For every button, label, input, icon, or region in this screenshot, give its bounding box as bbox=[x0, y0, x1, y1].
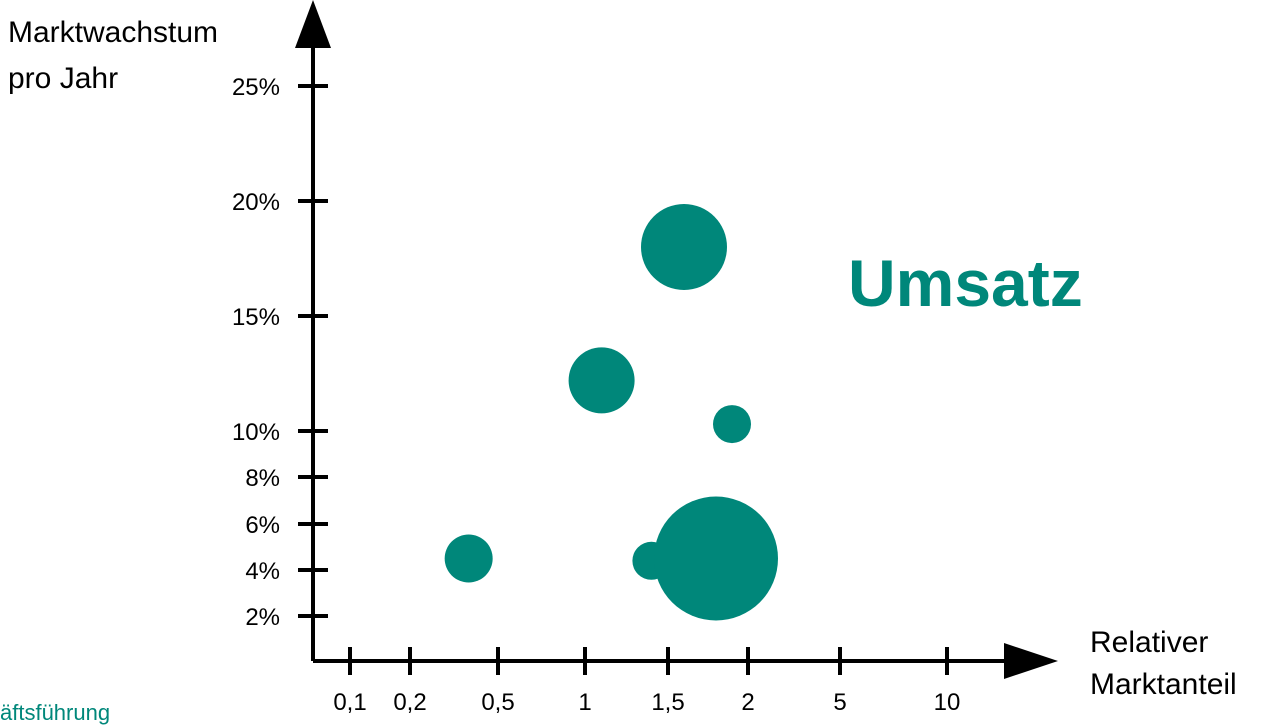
bubble-series bbox=[444, 204, 778, 621]
bubble-point bbox=[641, 204, 727, 290]
x-tick-label: 10 bbox=[934, 689, 961, 715]
bubble-point bbox=[654, 496, 778, 621]
y-axis-label: Marktwachstum pro Jahr bbox=[8, 10, 218, 102]
y-tick-label: 15% bbox=[232, 304, 280, 331]
y-tick-label: 20% bbox=[232, 189, 280, 216]
x-axis-label: Relativer Marktanteil bbox=[1090, 622, 1237, 706]
x-axis-label-line-2: Marktanteil bbox=[1090, 668, 1237, 701]
y-tick-label: 2% bbox=[245, 604, 280, 631]
x-tick-label: 2 bbox=[741, 689, 754, 715]
x-tick-label: 0,1 bbox=[333, 689, 366, 715]
x-axis-label-line-1: Relativer bbox=[1090, 626, 1209, 659]
x-tick-label: 1,5 bbox=[651, 689, 684, 715]
x-axis-ticks: 0,1 0,2 0,5 1 1,5 2 5 10 bbox=[333, 647, 960, 715]
footer-text: äftsführung bbox=[0, 700, 111, 725]
x-tick-label: 1 bbox=[578, 689, 591, 715]
y-tick-label: 6% bbox=[245, 512, 280, 539]
y-tick-label: 25% bbox=[232, 74, 280, 101]
chart-axes bbox=[295, 0, 1058, 679]
chart-title: Umsatz bbox=[848, 246, 1083, 320]
y-axis-label-line-1: Marktwachstum bbox=[8, 16, 219, 49]
y-tick-label: 8% bbox=[245, 465, 280, 492]
y-axis-ticks: 2% 4% 6% 8% 10% 15% 20% 25% bbox=[232, 74, 328, 631]
x-tick-label: 0,2 bbox=[393, 689, 426, 715]
bubble-point bbox=[444, 534, 493, 583]
x-axis-arrow bbox=[1004, 643, 1058, 679]
y-axis-arrow bbox=[295, 0, 331, 48]
y-axis-label-line-2: pro Jahr bbox=[8, 62, 119, 95]
x-tick-label: 0,5 bbox=[481, 689, 514, 715]
bubble-point bbox=[568, 347, 635, 414]
bubble-point bbox=[713, 405, 751, 444]
y-tick-label: 4% bbox=[245, 558, 280, 585]
y-tick-label: 10% bbox=[232, 419, 280, 446]
x-tick-label: 5 bbox=[833, 689, 846, 715]
